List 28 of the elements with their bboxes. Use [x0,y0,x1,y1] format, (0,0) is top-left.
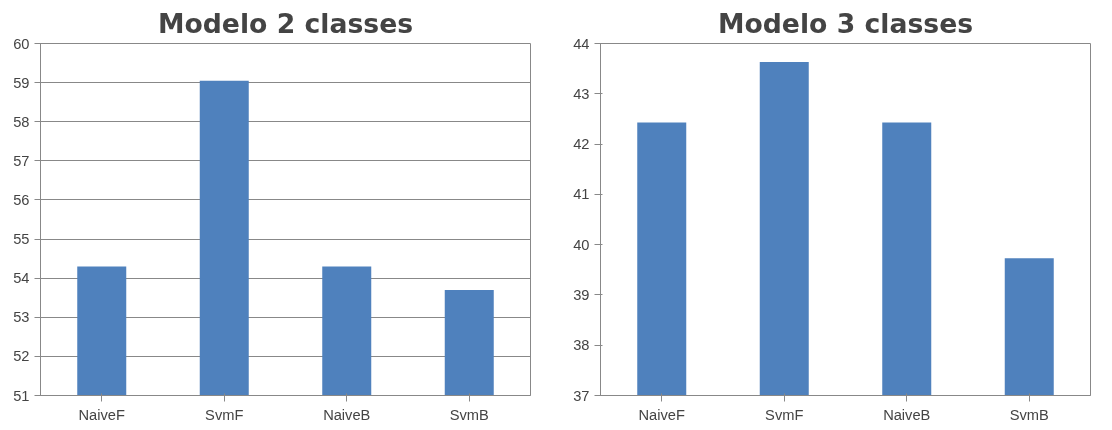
x-tick-label: SvmB [1009,406,1049,423]
y-tick-label: 57 [13,152,30,169]
y-tick-label: 52 [13,348,30,365]
x-tick-label: SvmF [205,406,244,423]
y-tick-label: 40 [573,236,590,253]
y-tick-label: 56 [13,191,30,208]
y-tick-label: 60 [13,35,30,52]
chart-title: Modelo 3 classes [717,7,974,39]
x-tick-label: SvmF [765,406,804,423]
chart-title: Modelo 2 classes [157,7,414,39]
y-tick-label: 43 [573,85,590,102]
x-tick-label: NaiveF [638,406,686,423]
y-tick-label: 38 [573,337,590,354]
y-tick-label: 42 [573,136,590,153]
y-tick-label: 37 [573,387,590,404]
y-tick-label: 58 [13,113,30,130]
y-tick-label: 41 [573,186,590,203]
y-tick-label: 53 [13,309,30,326]
y-tick-label: 54 [13,270,30,287]
y-tick-label: 59 [13,74,30,91]
x-tick-label: NaiveF [78,406,126,423]
y-tick-label: 55 [13,231,30,248]
x-tick-label: SvmB [449,406,489,423]
y-tick-label: 44 [573,35,590,52]
y-tick-label: 39 [573,286,590,303]
y-tick-label: 51 [13,387,30,404]
x-tick-label: NaiveB [323,406,371,423]
x-tick-label: NaiveB [883,406,931,423]
